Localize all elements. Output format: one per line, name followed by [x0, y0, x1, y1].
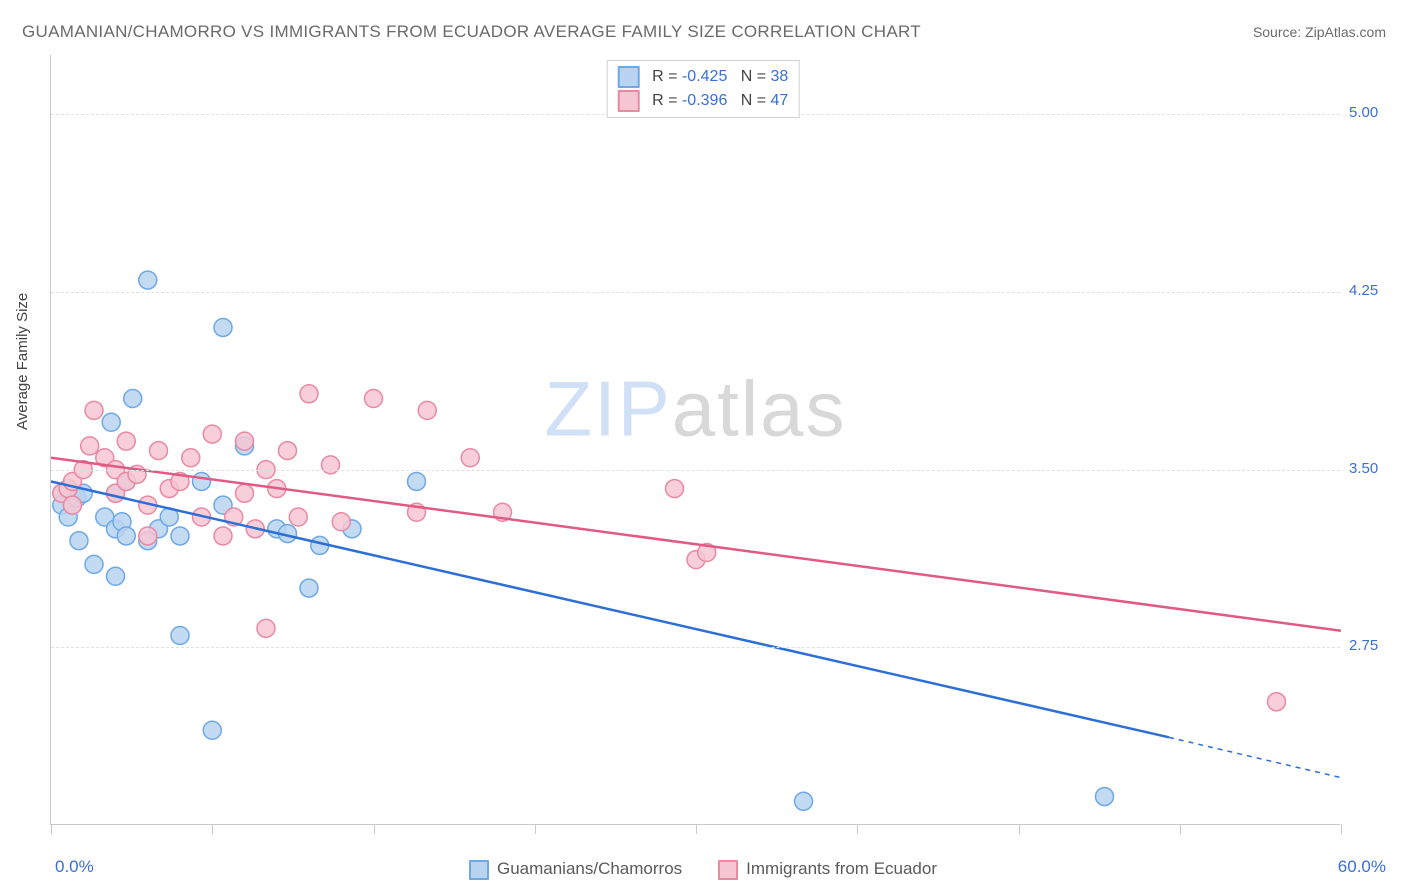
stat-r-label: R =: [652, 92, 682, 109]
scatter-point: [289, 508, 307, 526]
scatter-point: [182, 449, 200, 467]
scatter-point: [117, 432, 135, 450]
legend-item: Immigrants from Ecuador: [718, 859, 937, 880]
chart-title: GUAMANIAN/CHAMORRO VS IMMIGRANTS FROM EC…: [22, 22, 921, 42]
scatter-point: [107, 567, 125, 585]
trend-line: [51, 481, 1169, 737]
scatter-point: [1268, 693, 1286, 711]
x-tick: [374, 824, 375, 834]
scatter-point: [332, 513, 350, 531]
scatter-point: [85, 555, 103, 573]
x-tick: [1019, 824, 1020, 834]
stat-r-label: R =: [652, 68, 682, 85]
stat-r-value: -0.396: [682, 92, 727, 109]
scatter-point: [795, 792, 813, 810]
scatter-point: [257, 619, 275, 637]
legend-item: Guamanians/Chamorros: [469, 859, 682, 880]
source-label: Source:: [1253, 24, 1301, 40]
scatter-point: [236, 432, 254, 450]
scatter-point: [214, 527, 232, 545]
legend-swatch: [718, 860, 738, 880]
source-attribution: Source: ZipAtlas.com: [1253, 24, 1386, 40]
chart-svg: [51, 55, 1341, 825]
correlation-chart: GUAMANIAN/CHAMORRO VS IMMIGRANTS FROM EC…: [0, 0, 1406, 892]
scatter-point: [102, 413, 120, 431]
trend-line: [51, 458, 1341, 631]
stat-r-value: -0.425: [682, 68, 727, 85]
x-tick: [1341, 824, 1342, 834]
scatter-point: [203, 425, 221, 443]
gridline: [51, 647, 1340, 648]
scatter-point: [150, 442, 168, 460]
x-tick: [535, 824, 536, 834]
x-tick: [696, 824, 697, 834]
scatter-point: [300, 579, 318, 597]
x-tick: [51, 824, 52, 834]
scatter-point: [408, 472, 426, 490]
scatter-point: [81, 437, 99, 455]
scatter-point: [85, 401, 103, 419]
scatter-point: [203, 721, 221, 739]
stat-n-value: 47: [770, 92, 788, 109]
scatter-point: [1096, 788, 1114, 806]
scatter-point: [171, 626, 189, 644]
trend-line-extrapolated: [1169, 737, 1341, 777]
legend-swatch: [469, 860, 489, 880]
y-tick-label: 4.25: [1349, 282, 1378, 299]
gridline: [51, 292, 1340, 293]
x-tick: [1180, 824, 1181, 834]
scatter-point: [193, 472, 211, 490]
stat-n-label: N =: [741, 68, 771, 85]
scatter-point: [418, 401, 436, 419]
scatter-point: [64, 496, 82, 514]
scatter-point: [461, 449, 479, 467]
stats-legend-row: R = -0.425 N = 38: [618, 65, 789, 89]
scatter-point: [139, 271, 157, 289]
plot-area: ZIPatlas 2.753.504.255.00: [50, 55, 1340, 825]
y-tick-label: 3.50: [1349, 460, 1378, 477]
scatter-point: [70, 532, 88, 550]
series-legend: Guamanians/Chamorros Immigrants from Ecua…: [0, 859, 1406, 880]
x-tick: [857, 824, 858, 834]
y-tick-label: 2.75: [1349, 637, 1378, 654]
legend-swatch: [618, 66, 640, 88]
scatter-point: [322, 456, 340, 474]
legend-label: Immigrants from Ecuador: [746, 859, 937, 878]
gridline: [51, 470, 1340, 471]
scatter-point: [171, 527, 189, 545]
stat-n-label: N =: [741, 92, 771, 109]
scatter-point: [365, 390, 383, 408]
legend-swatch: [618, 90, 640, 112]
scatter-point: [139, 527, 157, 545]
stats-legend-row: R = -0.396 N = 47: [618, 89, 789, 113]
y-tick-label: 5.00: [1349, 104, 1378, 121]
source-link[interactable]: ZipAtlas.com: [1305, 24, 1386, 40]
scatter-point: [236, 484, 254, 502]
stats-legend: R = -0.425 N = 38 R = -0.396 N = 47: [607, 60, 800, 118]
scatter-point: [300, 385, 318, 403]
y-axis-title: Average Family Size: [14, 293, 31, 430]
scatter-point: [666, 480, 684, 498]
x-tick: [212, 824, 213, 834]
stat-n-value: 38: [770, 68, 788, 85]
legend-label: Guamanians/Chamorros: [497, 859, 682, 878]
scatter-point: [214, 318, 232, 336]
scatter-point: [279, 442, 297, 460]
scatter-point: [124, 390, 142, 408]
scatter-point: [117, 527, 135, 545]
